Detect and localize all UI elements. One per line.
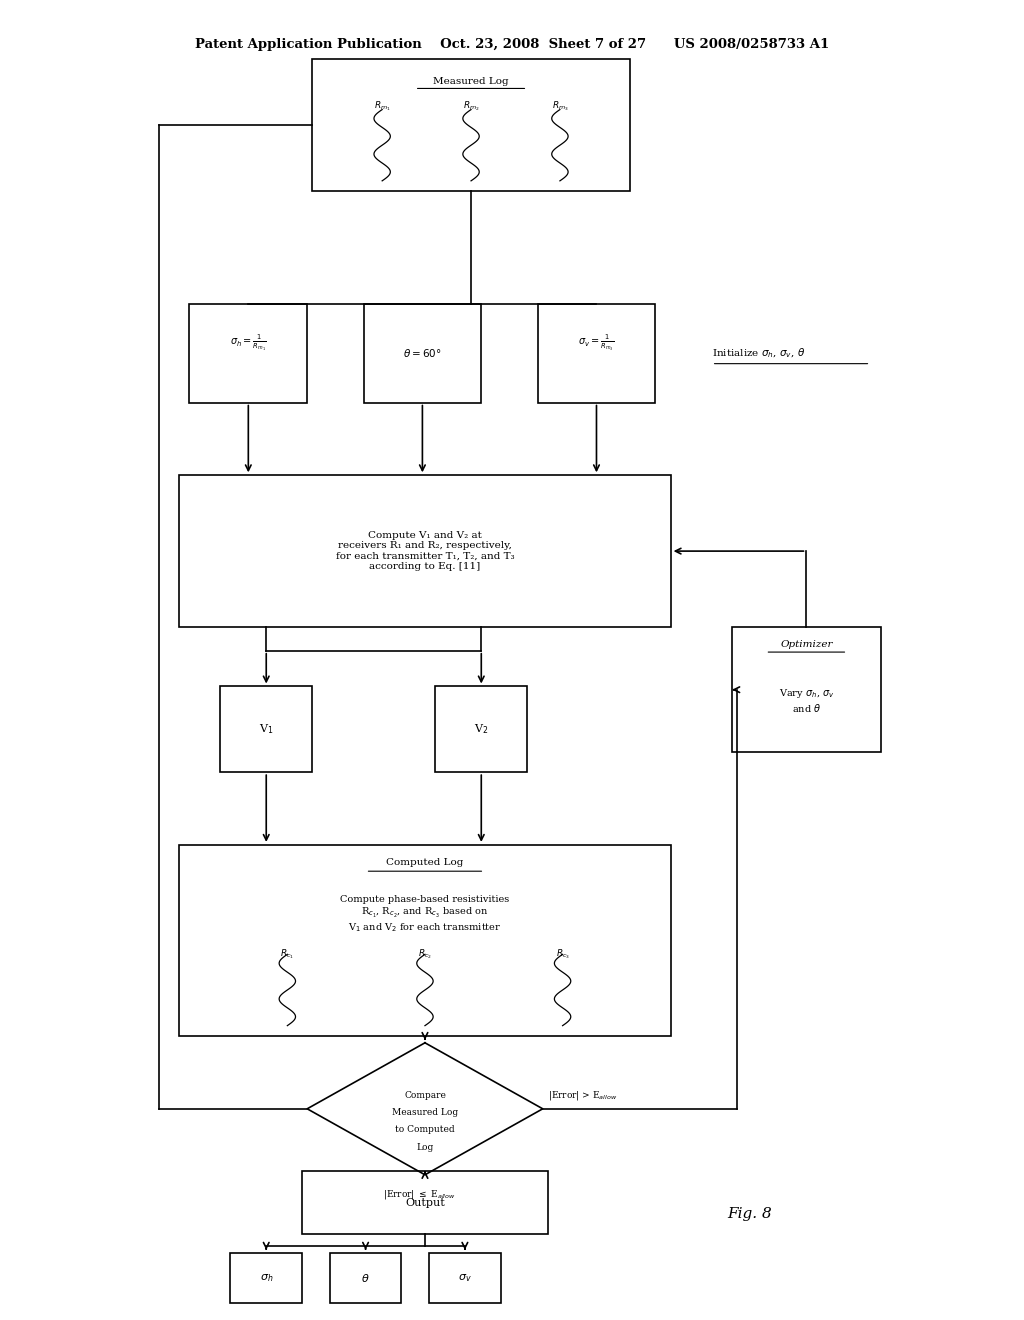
Text: |Error| > E$_{allow}$: |Error| > E$_{allow}$ bbox=[548, 1089, 617, 1102]
Text: Compute phase-based resistivities
R$_{c_1}$, R$_{c_2}$, and R$_{c_3}$ based on
V: Compute phase-based resistivities R$_{c_… bbox=[340, 895, 510, 935]
Text: Fig. 8: Fig. 8 bbox=[727, 1208, 772, 1221]
Text: Vary $\sigma_h$, $\sigma_v$
and $\theta$: Vary $\sigma_h$, $\sigma_v$ and $\theta$ bbox=[778, 686, 835, 714]
Text: Initialize $\sigma_h$, $\sigma_v$, $\theta$: Initialize $\sigma_h$, $\sigma_v$, $\the… bbox=[712, 346, 805, 360]
Text: Compute V₁ and V₂ at
receivers R₁ and R₂, respectively,
for each transmitter T₁,: Compute V₁ and V₂ at receivers R₁ and R₂… bbox=[336, 531, 514, 572]
Text: $\theta = 60°$: $\theta = 60°$ bbox=[403, 347, 441, 359]
Text: V$_2$: V$_2$ bbox=[474, 722, 488, 737]
FancyBboxPatch shape bbox=[220, 686, 312, 772]
Text: $R_{c_2}$: $R_{c_2}$ bbox=[418, 948, 432, 961]
Text: Patent Application Publication    Oct. 23, 2008  Sheet 7 of 27      US 2008/0258: Patent Application Publication Oct. 23, … bbox=[195, 38, 829, 51]
Text: Computed Log: Computed Log bbox=[386, 858, 464, 867]
Text: $\theta$: $\theta$ bbox=[361, 1271, 370, 1284]
FancyBboxPatch shape bbox=[312, 59, 630, 191]
Text: to Computed: to Computed bbox=[395, 1126, 455, 1134]
FancyBboxPatch shape bbox=[302, 1171, 548, 1234]
Text: Optimizer: Optimizer bbox=[780, 640, 833, 649]
FancyBboxPatch shape bbox=[179, 845, 671, 1036]
FancyBboxPatch shape bbox=[429, 1253, 501, 1303]
Text: Measured Log: Measured Log bbox=[433, 77, 509, 86]
Text: |Error| $\leq$ E$_{allow}$: |Error| $\leq$ E$_{allow}$ bbox=[383, 1188, 457, 1201]
FancyBboxPatch shape bbox=[330, 1253, 401, 1303]
Text: $R_{m_1}$: $R_{m_1}$ bbox=[374, 99, 390, 112]
Text: $\sigma_h = \frac{1}{R_{m_1}}$: $\sigma_h = \frac{1}{R_{m_1}}$ bbox=[230, 333, 266, 352]
Text: $R_{c_1}$: $R_{c_1}$ bbox=[281, 948, 294, 961]
FancyBboxPatch shape bbox=[230, 1253, 302, 1303]
Text: $R_{m_3}$: $R_{m_3}$ bbox=[552, 99, 568, 112]
FancyBboxPatch shape bbox=[179, 475, 671, 627]
Text: Log: Log bbox=[417, 1143, 433, 1151]
FancyBboxPatch shape bbox=[364, 304, 481, 403]
Text: $\sigma_v = \frac{1}{R_{m_3}}$: $\sigma_v = \frac{1}{R_{m_3}}$ bbox=[579, 333, 614, 352]
Text: $R_{c_3}$: $R_{c_3}$ bbox=[556, 948, 569, 961]
FancyBboxPatch shape bbox=[189, 304, 307, 403]
Text: Output: Output bbox=[406, 1197, 444, 1208]
Text: V$_1$: V$_1$ bbox=[259, 722, 273, 737]
Text: $\sigma_v$: $\sigma_v$ bbox=[458, 1272, 472, 1283]
FancyBboxPatch shape bbox=[538, 304, 655, 403]
Text: $R_{m_2}$: $R_{m_2}$ bbox=[463, 99, 479, 112]
FancyBboxPatch shape bbox=[732, 627, 881, 752]
Text: Compare: Compare bbox=[404, 1092, 445, 1100]
Text: Measured Log: Measured Log bbox=[392, 1109, 458, 1117]
Text: $\sigma_h$: $\sigma_h$ bbox=[259, 1272, 273, 1283]
FancyBboxPatch shape bbox=[435, 686, 527, 772]
